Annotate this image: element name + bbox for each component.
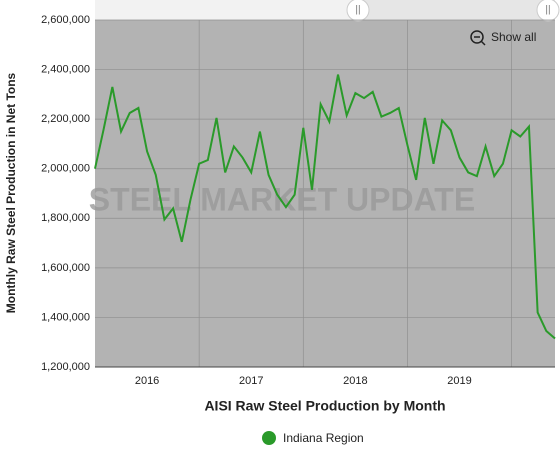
x-tick-label: 2019 bbox=[447, 375, 471, 387]
y-tick-label: 2,400,000 bbox=[41, 63, 90, 75]
reset-button[interactable]: Show all bbox=[470, 30, 536, 46]
x-axis-label: AISI Raw Steel Production by Month bbox=[204, 398, 445, 414]
watermark: STEEL MARKET UPDATE bbox=[89, 181, 475, 217]
navigator-handle[interactable] bbox=[346, 0, 370, 22]
y-tick-label: 1,200,000 bbox=[41, 361, 90, 373]
zoom-icon bbox=[470, 30, 484, 44]
x-tick-label: 2017 bbox=[239, 375, 263, 387]
y-tick-label: 2,600,000 bbox=[41, 14, 90, 26]
y-tick-label: 1,800,000 bbox=[41, 212, 90, 224]
y-tick-label: 1,600,000 bbox=[41, 262, 90, 274]
series-line bbox=[94, 74, 556, 340]
marks bbox=[94, 74, 556, 340]
x-tick-label: 2018 bbox=[343, 375, 367, 387]
legend-symbol bbox=[262, 431, 276, 445]
legend[interactable]: Indiana Region bbox=[262, 431, 364, 445]
y-tick-label: 2,000,000 bbox=[41, 163, 90, 175]
navigator-handle[interactable] bbox=[536, 0, 560, 22]
x-tick-label: 2016 bbox=[135, 375, 159, 387]
legend-label: Indiana Region bbox=[283, 431, 364, 445]
navigator-outside bbox=[95, 0, 358, 20]
handle-grip: || bbox=[355, 5, 360, 16]
plot-area bbox=[95, 20, 555, 367]
handle-grip: || bbox=[545, 5, 550, 16]
y-tick-label: 2,200,000 bbox=[41, 113, 90, 125]
y-tick-label: 1,400,000 bbox=[41, 311, 90, 323]
y-axis-label: Monthly Raw Steel Production in Net Tons bbox=[4, 72, 18, 313]
zoom-icon bbox=[480, 40, 486, 46]
reset-label[interactable]: Show all bbox=[491, 30, 536, 44]
